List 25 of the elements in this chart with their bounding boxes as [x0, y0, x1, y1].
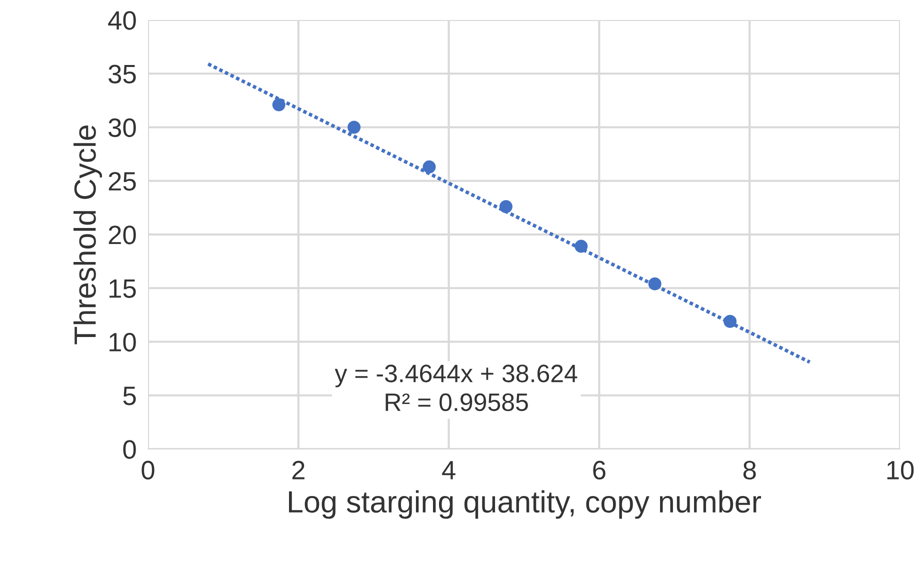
point: [724, 314, 737, 328]
y-tick-label: 40: [108, 11, 136, 30]
y-tick-label: 35: [108, 64, 136, 84]
x-tick-label: 2: [292, 460, 304, 480]
y-tick-label: 15: [110, 280, 136, 298]
x-tick-label: 10: [887, 460, 914, 480]
annotation: y = -3.4644x + 38.624 R² = 0.99585: [334, 364, 578, 412]
x-tick-label: 8: [743, 460, 756, 480]
y-axis-title: Threshold Cycle: [74, 125, 102, 344]
x-axis-title: Log starging quantity, copy number: [289, 490, 762, 519]
y-tick-label: 25: [108, 172, 136, 191]
y-tick-label: 0: [123, 440, 136, 459]
point: [574, 240, 588, 253]
point: [422, 160, 436, 174]
point: [499, 200, 512, 214]
y-tick-label: 20: [108, 226, 136, 244]
x-tick-label: 6: [593, 460, 606, 480]
y-tick-label: 10: [110, 332, 136, 352]
x-tick-label: 0: [142, 460, 154, 480]
x-tick-label: 4: [442, 461, 456, 480]
point: [648, 277, 662, 290]
point: [272, 98, 286, 112]
y-tick-label: 30: [108, 118, 136, 138]
y-tick-label: 5: [123, 386, 136, 406]
point: [348, 120, 361, 134]
